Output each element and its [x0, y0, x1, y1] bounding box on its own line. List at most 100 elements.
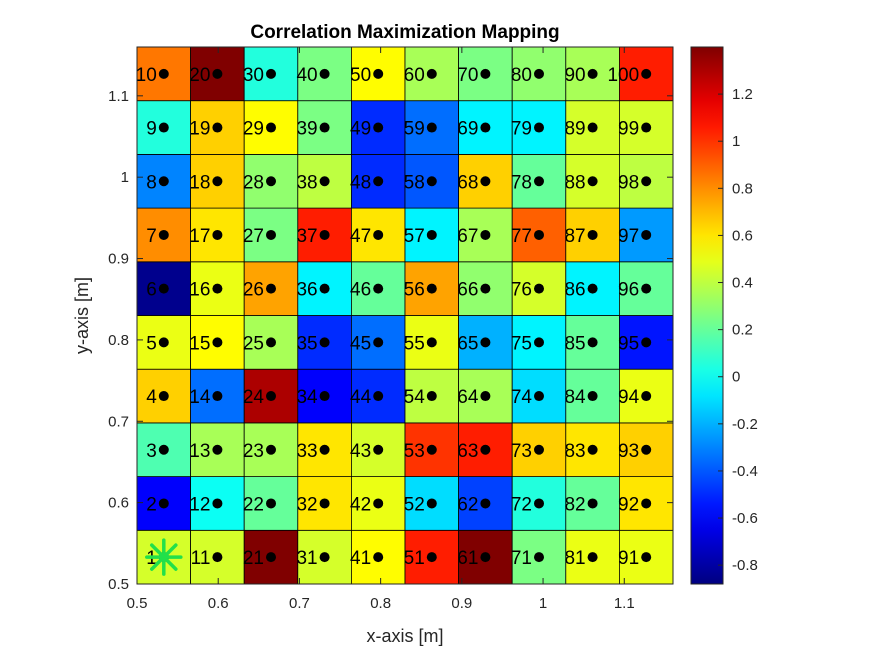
y-axis: 0.5 0.6 0.7 0.8 0.9 1 1.1: [108, 88, 673, 593]
data-point: [534, 283, 544, 294]
point-label: 5: [146, 333, 157, 354]
data-point: [319, 176, 330, 187]
data-point: [587, 176, 598, 187]
data-point: [426, 283, 437, 294]
point-label: 37: [296, 226, 317, 247]
data-point: [426, 68, 437, 79]
point-label: 48: [350, 172, 371, 193]
point-label: 83: [564, 441, 585, 462]
data-point: [373, 283, 384, 294]
point-label: 91: [618, 548, 639, 569]
y-tick-label: 0.5: [108, 576, 129, 593]
point-label: 61: [457, 548, 478, 569]
data-point: [641, 444, 652, 455]
data-point: [587, 229, 598, 240]
data-point: [534, 229, 544, 240]
point-label: 13: [189, 441, 210, 462]
data-point: [534, 337, 544, 348]
point-label: 36: [296, 280, 317, 301]
point-label: 21: [243, 548, 264, 569]
data-point: [480, 552, 491, 563]
point-label: 60: [404, 65, 425, 86]
data-point: [480, 229, 491, 240]
data-point: [319, 283, 330, 294]
point-label: 30: [243, 65, 264, 86]
point-label: 63: [457, 441, 478, 462]
data-point: [373, 391, 384, 402]
data-point: [158, 68, 169, 79]
data-point: [587, 498, 598, 509]
point-label: 94: [618, 387, 640, 408]
point-label: 6: [146, 280, 157, 301]
data-point: [266, 391, 276, 402]
point-label: 93: [618, 441, 639, 462]
point-label: 72: [511, 494, 532, 515]
x-tick-label: 0.9: [451, 595, 472, 612]
point-label: 74: [511, 387, 533, 408]
data-point: [641, 552, 652, 563]
data-point: [212, 68, 223, 79]
data-point: [158, 337, 169, 348]
point-label: 54: [404, 387, 426, 408]
point-label: 46: [350, 280, 371, 301]
data-point: [266, 122, 276, 133]
point-label: 98: [618, 172, 639, 193]
point-label: 51: [404, 548, 425, 569]
data-point: [212, 283, 223, 294]
point-label: 29: [243, 119, 264, 140]
point-label: 62: [457, 494, 478, 515]
colorbar-ticks: -0.8 -0.6 -0.4 -0.2 0 0.2 0.4 0.6 0.8 1 1.2: [718, 86, 758, 574]
point-label: 39: [296, 119, 317, 140]
data-point: [641, 283, 652, 294]
point-label: 35: [296, 333, 317, 354]
colorbar-tick-label: -0.2: [732, 416, 758, 433]
point-label: 95: [618, 333, 639, 354]
data-point: [158, 498, 169, 509]
data-point: [587, 552, 598, 563]
data-point: [534, 498, 544, 509]
data-point: [212, 444, 223, 455]
data-point: [266, 176, 276, 187]
point-label: 40: [296, 65, 317, 86]
best-point-star-marker: [145, 538, 183, 576]
data-point: [534, 176, 544, 187]
point-label: 71: [511, 548, 532, 569]
data-point: [212, 337, 223, 348]
data-point: [373, 176, 384, 187]
colorbar-tick-label: -0.6: [732, 510, 758, 527]
data-point: [266, 229, 276, 240]
point-label: 17: [189, 226, 210, 247]
data-point: [212, 552, 223, 563]
data-point: [319, 337, 330, 348]
colorbar-tick-label: 0.2: [732, 322, 753, 339]
point-label: 59: [404, 119, 425, 140]
point-label: 11: [191, 548, 211, 569]
data-point: [158, 283, 169, 294]
point-label: 80: [511, 65, 532, 86]
data-point: [641, 176, 652, 187]
point-label: 23: [243, 441, 264, 462]
point-label: 55: [404, 333, 425, 354]
data-point: [587, 444, 598, 455]
point-label: 22: [243, 494, 264, 515]
data-point: [373, 498, 384, 509]
point-label: 18: [189, 172, 210, 193]
data-point: [373, 229, 384, 240]
data-point: [373, 68, 384, 79]
point-label: 31: [296, 548, 317, 569]
data-point: [534, 552, 544, 563]
data-point: [212, 176, 223, 187]
data-point: [480, 283, 491, 294]
data-point: [480, 68, 491, 79]
x-tick-label: 1.1: [614, 595, 635, 612]
point-label: 27: [243, 226, 264, 247]
data-point: [480, 391, 491, 402]
point-label: 24: [243, 387, 265, 408]
point-label: 99: [618, 119, 639, 140]
point-label: 73: [511, 441, 532, 462]
data-point: [319, 444, 330, 455]
x-tick-label: 0.6: [208, 595, 229, 612]
point-label: 45: [350, 333, 371, 354]
y-tick-label: 0.9: [108, 251, 129, 268]
